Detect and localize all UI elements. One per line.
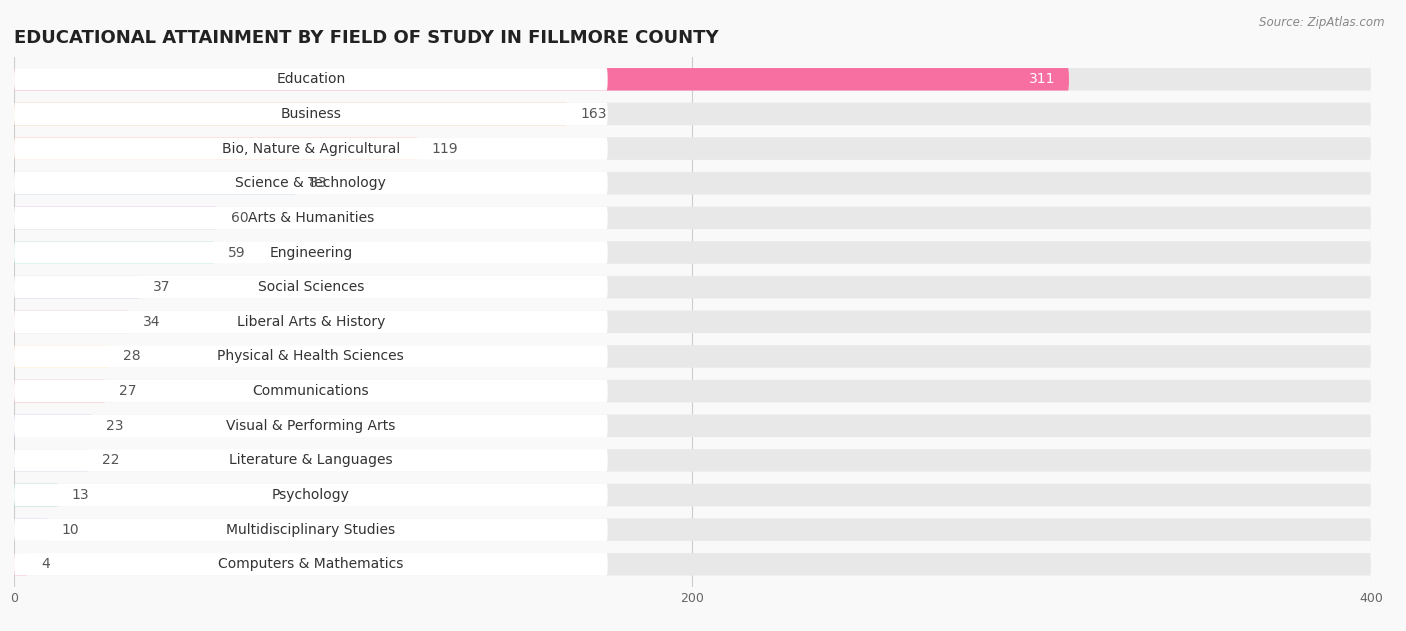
Text: 37: 37: [153, 280, 170, 294]
FancyBboxPatch shape: [14, 206, 1371, 229]
Text: Liberal Arts & History: Liberal Arts & History: [236, 315, 385, 329]
FancyBboxPatch shape: [14, 519, 607, 541]
FancyBboxPatch shape: [14, 276, 607, 298]
Text: Multidisciplinary Studies: Multidisciplinary Studies: [226, 522, 395, 537]
Text: EDUCATIONAL ATTAINMENT BY FIELD OF STUDY IN FILLMORE COUNTY: EDUCATIONAL ATTAINMENT BY FIELD OF STUDY…: [14, 29, 718, 47]
Text: Psychology: Psychology: [271, 488, 350, 502]
Text: 13: 13: [72, 488, 90, 502]
FancyBboxPatch shape: [14, 449, 607, 471]
Text: 27: 27: [120, 384, 136, 398]
FancyBboxPatch shape: [14, 415, 607, 437]
Text: Social Sciences: Social Sciences: [257, 280, 364, 294]
Text: 22: 22: [103, 454, 120, 468]
FancyBboxPatch shape: [14, 345, 110, 368]
FancyBboxPatch shape: [14, 449, 1371, 471]
FancyBboxPatch shape: [14, 484, 1371, 506]
Text: Physical & Health Sciences: Physical & Health Sciences: [218, 350, 405, 363]
FancyBboxPatch shape: [14, 415, 1371, 437]
Text: Science & Technology: Science & Technology: [235, 176, 387, 190]
Text: 119: 119: [432, 141, 458, 156]
Text: Computers & Mathematics: Computers & Mathematics: [218, 557, 404, 571]
FancyBboxPatch shape: [14, 380, 1371, 403]
FancyBboxPatch shape: [14, 172, 607, 194]
Text: Engineering: Engineering: [269, 245, 353, 259]
FancyBboxPatch shape: [14, 345, 607, 368]
FancyBboxPatch shape: [14, 68, 1069, 91]
FancyBboxPatch shape: [14, 310, 1371, 333]
Text: 28: 28: [122, 350, 141, 363]
Text: 60: 60: [231, 211, 249, 225]
FancyBboxPatch shape: [14, 310, 607, 333]
FancyBboxPatch shape: [14, 68, 1371, 91]
FancyBboxPatch shape: [14, 138, 418, 160]
FancyBboxPatch shape: [14, 241, 1371, 264]
FancyBboxPatch shape: [14, 553, 607, 575]
Text: 59: 59: [228, 245, 246, 259]
FancyBboxPatch shape: [14, 276, 139, 298]
Text: Communications: Communications: [253, 384, 370, 398]
Text: 311: 311: [1029, 73, 1056, 86]
Text: 10: 10: [62, 522, 79, 537]
FancyBboxPatch shape: [14, 345, 1371, 368]
FancyBboxPatch shape: [14, 553, 28, 575]
Text: Source: ZipAtlas.com: Source: ZipAtlas.com: [1260, 16, 1385, 29]
FancyBboxPatch shape: [14, 484, 607, 506]
Text: Education: Education: [276, 73, 346, 86]
Text: 23: 23: [105, 419, 124, 433]
FancyBboxPatch shape: [14, 276, 1371, 298]
FancyBboxPatch shape: [14, 380, 105, 403]
FancyBboxPatch shape: [14, 519, 48, 541]
FancyBboxPatch shape: [14, 310, 129, 333]
Text: Literature & Languages: Literature & Languages: [229, 454, 392, 468]
FancyBboxPatch shape: [14, 103, 607, 125]
FancyBboxPatch shape: [14, 206, 607, 229]
FancyBboxPatch shape: [14, 449, 89, 471]
FancyBboxPatch shape: [14, 241, 214, 264]
Text: Bio, Nature & Agricultural: Bio, Nature & Agricultural: [222, 141, 399, 156]
FancyBboxPatch shape: [14, 172, 1371, 194]
Text: 4: 4: [41, 557, 51, 571]
FancyBboxPatch shape: [14, 172, 295, 194]
Text: 83: 83: [309, 176, 326, 190]
Text: 34: 34: [143, 315, 160, 329]
FancyBboxPatch shape: [14, 103, 1371, 125]
FancyBboxPatch shape: [14, 138, 1371, 160]
FancyBboxPatch shape: [14, 206, 218, 229]
FancyBboxPatch shape: [14, 519, 1371, 541]
FancyBboxPatch shape: [14, 103, 567, 125]
FancyBboxPatch shape: [14, 484, 58, 506]
FancyBboxPatch shape: [14, 241, 607, 264]
Text: Business: Business: [280, 107, 342, 121]
Text: Arts & Humanities: Arts & Humanities: [247, 211, 374, 225]
Text: 163: 163: [581, 107, 607, 121]
FancyBboxPatch shape: [14, 553, 1371, 575]
FancyBboxPatch shape: [14, 380, 607, 403]
Text: Visual & Performing Arts: Visual & Performing Arts: [226, 419, 395, 433]
FancyBboxPatch shape: [14, 138, 607, 160]
FancyBboxPatch shape: [14, 415, 91, 437]
FancyBboxPatch shape: [14, 68, 607, 91]
